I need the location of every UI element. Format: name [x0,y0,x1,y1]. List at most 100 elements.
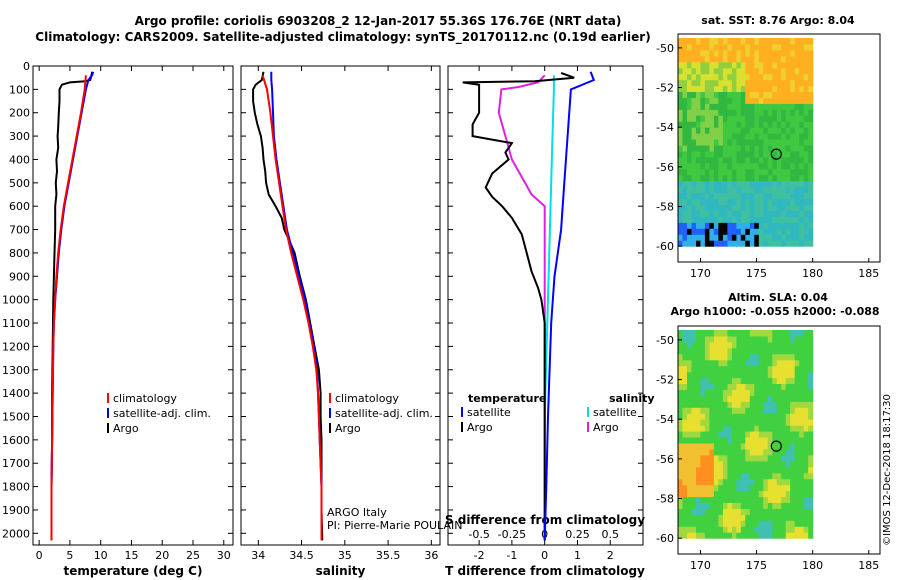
map-cell [682,216,688,223]
map-cell [696,407,702,414]
map-cell [727,508,733,515]
map-cell [749,431,755,438]
map-cell [749,234,755,241]
map-cell [763,347,769,355]
map-cell [727,401,733,408]
map-cell [772,67,778,75]
map-cell [785,448,791,456]
map-cell [808,121,814,128]
map-cell [794,532,800,539]
map-cell [736,91,742,98]
map-cell [767,526,773,533]
map-cell [731,55,737,63]
map-cell [749,502,755,509]
map-cell [727,156,733,164]
map-cell [709,198,715,206]
map-cell [731,121,737,128]
map-cell [736,419,742,426]
map-cell [803,502,809,509]
map-cell [736,234,742,241]
map-cell [740,490,746,498]
map-cell [727,109,733,116]
annotation-line: ARGO Italy [327,506,387,519]
legend-temperature-heading: temperature [468,392,546,405]
map-cell [803,413,809,420]
map-cell [758,151,764,158]
map-cell [678,115,684,122]
map-cell [736,55,742,63]
map-cell [718,341,724,349]
map-cell [678,514,684,521]
map-cell [776,121,782,128]
map-cell [745,407,751,414]
map-cell [758,437,764,444]
map-cell [736,97,742,104]
map-cell [740,192,746,200]
map-cell [767,365,773,373]
map-cell [709,520,715,527]
map-cell [781,228,787,235]
map-cell [727,228,733,235]
map-cell [808,133,814,140]
map-cell [709,532,715,539]
map-cell [704,407,710,414]
map-cell [691,198,697,206]
map-cell [731,180,737,188]
map-cell [781,91,787,98]
map-cell [803,401,809,408]
map-cell [722,228,728,235]
map-cell [722,389,728,396]
map-cell [682,448,688,456]
x-tick-label: 15 [124,549,138,562]
map-cell [696,413,702,420]
map-cell [808,186,814,194]
map-cell [790,198,796,206]
map-cell [709,496,715,503]
map-cell [718,49,724,57]
map-cell [749,103,755,110]
map-cell [696,371,702,379]
map-cell [808,174,814,182]
map-cell [709,484,715,492]
map-cell [772,204,778,211]
map-cell [763,448,769,456]
map-cell [722,443,728,450]
map-cell [785,186,791,194]
map-cell [713,115,719,122]
map-cell [776,395,782,402]
map-cell [758,109,764,116]
map-cell [678,210,684,217]
map-cell [794,407,800,414]
map-cell [718,353,724,361]
map-cell [767,109,773,116]
map-cell [696,127,702,134]
map-cell [754,401,760,408]
map-cell [763,67,769,75]
map-cell [799,448,805,456]
map-cell [803,335,809,343]
map-cell [758,79,764,87]
map-cell [772,383,778,390]
map-cell [740,460,746,468]
map-cell [794,413,800,420]
map-cell [682,413,688,420]
depth-tick-label: 900 [9,270,30,283]
map-cell [763,401,769,408]
map-cell [678,55,684,63]
map-cell [794,49,800,57]
map-cell [758,448,764,456]
lon-tick-label: 170 [690,559,711,572]
map-cell [691,168,697,176]
map-cell [785,156,791,164]
map-cell [763,526,769,533]
map-cell [749,454,755,462]
map-cell [718,472,724,480]
map-cell [691,437,697,444]
map-cell [687,395,693,402]
map-cell [749,121,755,128]
map-cell [794,478,800,486]
map-cell [808,228,814,235]
map-cell [687,431,693,438]
map-cell [687,502,693,509]
map-cell [776,443,782,450]
